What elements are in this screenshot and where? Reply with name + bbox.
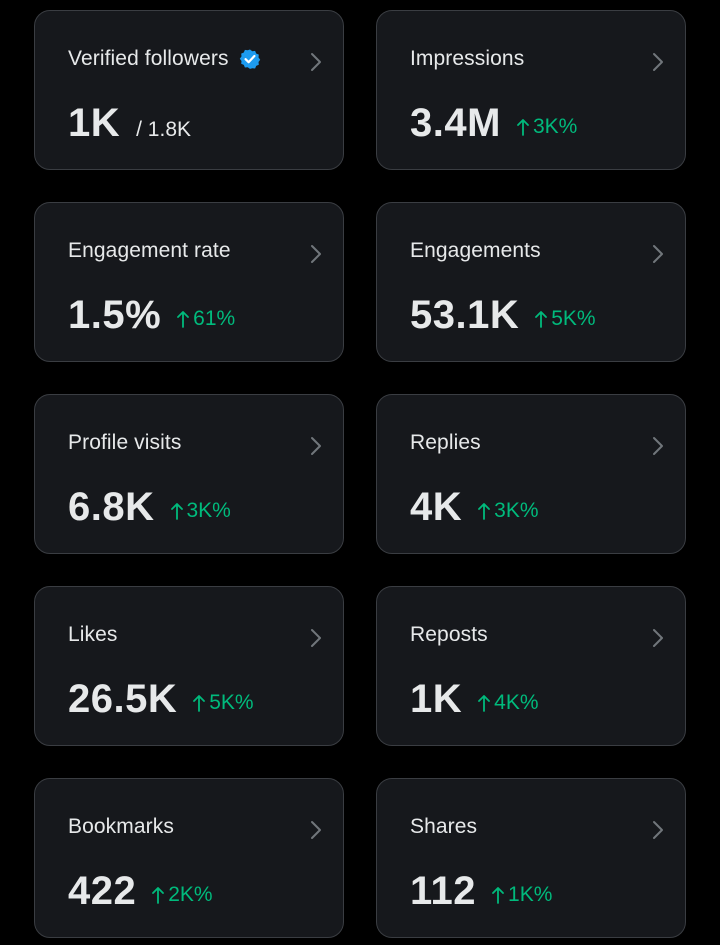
metric-change-value: 5K% xyxy=(209,691,254,714)
metric-value: 4K xyxy=(410,485,463,529)
metrics-grid: Verified followers 1K / 1.8K Impressions… xyxy=(34,10,686,938)
metric-card-likes[interactable]: Likes 26.5K 5K% xyxy=(34,586,344,746)
chevron-right-icon xyxy=(311,821,321,839)
metric-card-engagement-rate[interactable]: Engagement rate 1.5% 61% xyxy=(34,202,344,362)
metric-value-row: 422 2K% xyxy=(68,869,213,914)
metric-value: 1K xyxy=(410,677,463,721)
metric-card-reposts[interactable]: Reposts 1K 4K% xyxy=(376,586,686,746)
arrow-up-icon xyxy=(492,887,504,904)
metric-card-replies[interactable]: Replies 4K 3K% xyxy=(376,394,686,554)
metric-value-row: 26.5K 5K% xyxy=(68,677,254,722)
metric-change-value: 3K% xyxy=(186,499,231,522)
metric-change: 5K% xyxy=(535,307,596,331)
arrow-up-icon xyxy=(517,119,529,136)
metric-change: 3K% xyxy=(170,499,231,523)
arrow-up-icon xyxy=(193,695,206,712)
metric-value: 112 xyxy=(410,869,477,913)
metric-value-row: 4K 3K% xyxy=(410,485,539,530)
metric-change-value: 61% xyxy=(193,307,236,330)
chevron-right-icon xyxy=(311,629,321,647)
chevron-right-icon xyxy=(311,53,321,71)
metric-value: 53.1K xyxy=(410,293,520,337)
metric-change: 3K% xyxy=(517,115,577,139)
metric-card-shares[interactable]: Shares 112 1K% xyxy=(376,778,686,938)
metric-title: Engagement rate xyxy=(68,239,231,263)
arrow-up-icon xyxy=(177,311,190,328)
metric-title-label: Profile visits xyxy=(68,431,182,454)
arrow-up-icon xyxy=(535,311,548,328)
metric-value-row: 53.1K 5K% xyxy=(410,293,596,338)
metric-title-label: Shares xyxy=(410,815,478,838)
metric-title-label: Verified followers xyxy=(68,47,229,70)
chevron-right-icon xyxy=(653,629,663,647)
metric-value-row: 112 1K% xyxy=(410,869,552,914)
arrow-up-icon xyxy=(152,887,165,904)
metric-card-bookmarks[interactable]: Bookmarks 422 2K% xyxy=(34,778,344,938)
metric-value-row: 1.5% 61% xyxy=(68,293,235,338)
metric-card-engagements[interactable]: Engagements 53.1K 5K% xyxy=(376,202,686,362)
metric-title: Reposts xyxy=(410,623,488,647)
metric-value: 1.5% xyxy=(68,293,162,337)
metric-value-row: 1K 4K% xyxy=(410,677,539,722)
metric-title: Bookmarks xyxy=(68,815,174,839)
metric-change: 61% xyxy=(177,307,235,331)
metric-change-value: 1K% xyxy=(508,883,553,906)
metric-card-impressions[interactable]: Impressions 3.4M 3K% xyxy=(376,10,686,170)
metric-change-value: 4K% xyxy=(494,691,539,714)
metric-change: 4K% xyxy=(478,691,539,715)
metric-title: Replies xyxy=(410,431,481,455)
arrow-up-icon xyxy=(170,503,183,520)
metric-value-row: 1K / 1.8K xyxy=(68,101,191,146)
arrow-up-icon xyxy=(478,503,491,520)
chevron-right-icon xyxy=(311,437,321,455)
metric-title-label: Replies xyxy=(410,431,481,454)
metric-change: 3K% xyxy=(478,499,539,523)
metric-title: Verified followers xyxy=(68,47,261,71)
chevron-right-icon xyxy=(653,437,663,455)
metric-change: 1K% xyxy=(492,883,552,907)
metric-change-value: 3K% xyxy=(494,499,539,522)
metric-total: / 1.8K xyxy=(136,118,192,141)
metric-change-value: 2K% xyxy=(168,883,213,906)
metric-card-profile-visits[interactable]: Profile visits 6.8K 3K% xyxy=(34,394,344,554)
metric-change-value: 3K% xyxy=(532,115,578,138)
metric-title-label: Engagement rate xyxy=(68,239,231,262)
metric-title-label: Bookmarks xyxy=(68,815,174,838)
chevron-right-icon xyxy=(653,53,663,71)
metric-title: Impressions xyxy=(410,47,524,71)
metric-value: 1K xyxy=(68,101,121,145)
chevron-right-icon xyxy=(653,821,663,839)
metric-title-label: Impressions xyxy=(410,47,525,70)
metric-value-row: 6.8K 3K% xyxy=(68,485,231,530)
metric-title: Likes xyxy=(68,623,118,647)
metric-value-row: 3.4M 3K% xyxy=(410,101,577,146)
chevron-right-icon xyxy=(653,245,663,263)
arrow-up-icon xyxy=(478,695,491,712)
metric-change-value: 5K% xyxy=(551,307,596,330)
metric-card-verified-followers[interactable]: Verified followers 1K / 1.8K xyxy=(34,10,344,170)
metric-title: Shares xyxy=(410,815,477,839)
metric-title-label: Engagements xyxy=(410,239,541,262)
metric-change: 5K% xyxy=(193,691,254,715)
metric-value: 26.5K xyxy=(68,677,178,721)
metric-title-label: Likes xyxy=(68,623,118,646)
verified-badge-icon xyxy=(239,49,260,69)
metric-title-label: Reposts xyxy=(410,623,488,646)
metric-change: 2K% xyxy=(152,883,213,907)
metric-title: Profile visits xyxy=(68,431,181,455)
chevron-right-icon xyxy=(311,245,321,263)
metric-value: 422 xyxy=(68,869,137,913)
metric-title: Engagements xyxy=(410,239,541,263)
metric-value: 3.4M xyxy=(410,101,501,145)
metric-value: 6.8K xyxy=(68,485,155,529)
